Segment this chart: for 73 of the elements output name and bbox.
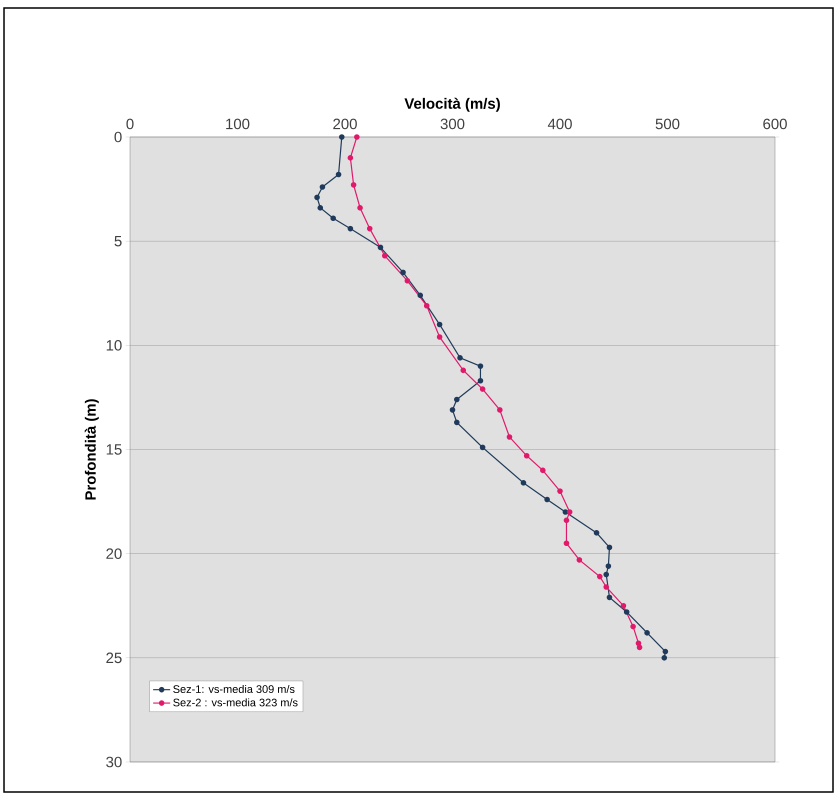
point bbox=[524, 452, 530, 459]
point bbox=[662, 648, 668, 654]
y-tick-label: 15 bbox=[106, 444, 122, 455]
x-tick-label: 500 bbox=[656, 118, 680, 130]
point bbox=[566, 509, 572, 515]
point bbox=[596, 574, 603, 580]
point bbox=[330, 215, 336, 222]
point bbox=[520, 480, 526, 486]
point bbox=[366, 226, 373, 232]
point bbox=[497, 407, 503, 413]
point bbox=[354, 134, 360, 140]
point bbox=[424, 302, 430, 309]
y-axis-title: Profondità (m) bbox=[84, 399, 99, 500]
point bbox=[624, 609, 630, 615]
point bbox=[606, 544, 612, 550]
point bbox=[620, 602, 626, 609]
point bbox=[564, 540, 570, 546]
point bbox=[644, 630, 650, 636]
point bbox=[348, 155, 354, 161]
x-tick-label: 400 bbox=[548, 118, 572, 130]
point bbox=[338, 134, 345, 140]
point bbox=[603, 584, 610, 590]
legend-label: Sez-2 : vs-media 323 m/s bbox=[173, 698, 298, 706]
y-tick-label: 25 bbox=[106, 652, 122, 664]
point bbox=[454, 396, 460, 402]
point bbox=[603, 572, 610, 578]
point bbox=[540, 468, 546, 474]
point bbox=[382, 252, 388, 259]
point bbox=[400, 270, 406, 276]
point bbox=[594, 530, 600, 536]
point bbox=[480, 386, 486, 392]
point bbox=[564, 518, 570, 524]
point bbox=[478, 363, 484, 369]
point bbox=[454, 420, 460, 426]
y-tick-label: 5 bbox=[114, 236, 122, 246]
point bbox=[450, 407, 456, 413]
point bbox=[606, 594, 612, 600]
point bbox=[348, 226, 354, 232]
point bbox=[317, 205, 324, 211]
point bbox=[314, 194, 320, 200]
y-tick-label: 10 bbox=[106, 340, 122, 351]
point bbox=[457, 355, 463, 361]
point bbox=[417, 292, 424, 298]
point bbox=[436, 322, 442, 328]
y-tick-label: 30 bbox=[106, 756, 122, 768]
point bbox=[436, 334, 442, 340]
point bbox=[378, 244, 384, 250]
point bbox=[606, 563, 612, 569]
point bbox=[404, 278, 410, 284]
point bbox=[636, 644, 642, 650]
point bbox=[506, 434, 512, 440]
point bbox=[460, 368, 466, 374]
x-tick-label: 600 bbox=[763, 118, 787, 130]
point bbox=[320, 184, 326, 190]
legend-label: Sez-1: vs-media 309 m/s bbox=[173, 684, 295, 693]
point bbox=[350, 182, 356, 188]
x-axis-title: Velocità (m/s) bbox=[404, 98, 500, 112]
x-tick-label: 200 bbox=[333, 118, 357, 130]
point bbox=[478, 378, 484, 384]
point bbox=[636, 640, 642, 646]
x-tick-label: 300 bbox=[440, 118, 464, 130]
point bbox=[336, 172, 342, 178]
point bbox=[357, 205, 363, 211]
point bbox=[557, 488, 563, 494]
point bbox=[576, 557, 582, 563]
x-tick-label: 0 bbox=[126, 118, 134, 130]
y-tick-label: 20 bbox=[106, 548, 122, 559]
y-tick-label: 0 bbox=[114, 132, 122, 142]
x-tick-label: 100 bbox=[226, 118, 250, 130]
point bbox=[661, 655, 668, 661]
point bbox=[544, 496, 550, 502]
point bbox=[480, 444, 486, 450]
point bbox=[630, 624, 636, 630]
